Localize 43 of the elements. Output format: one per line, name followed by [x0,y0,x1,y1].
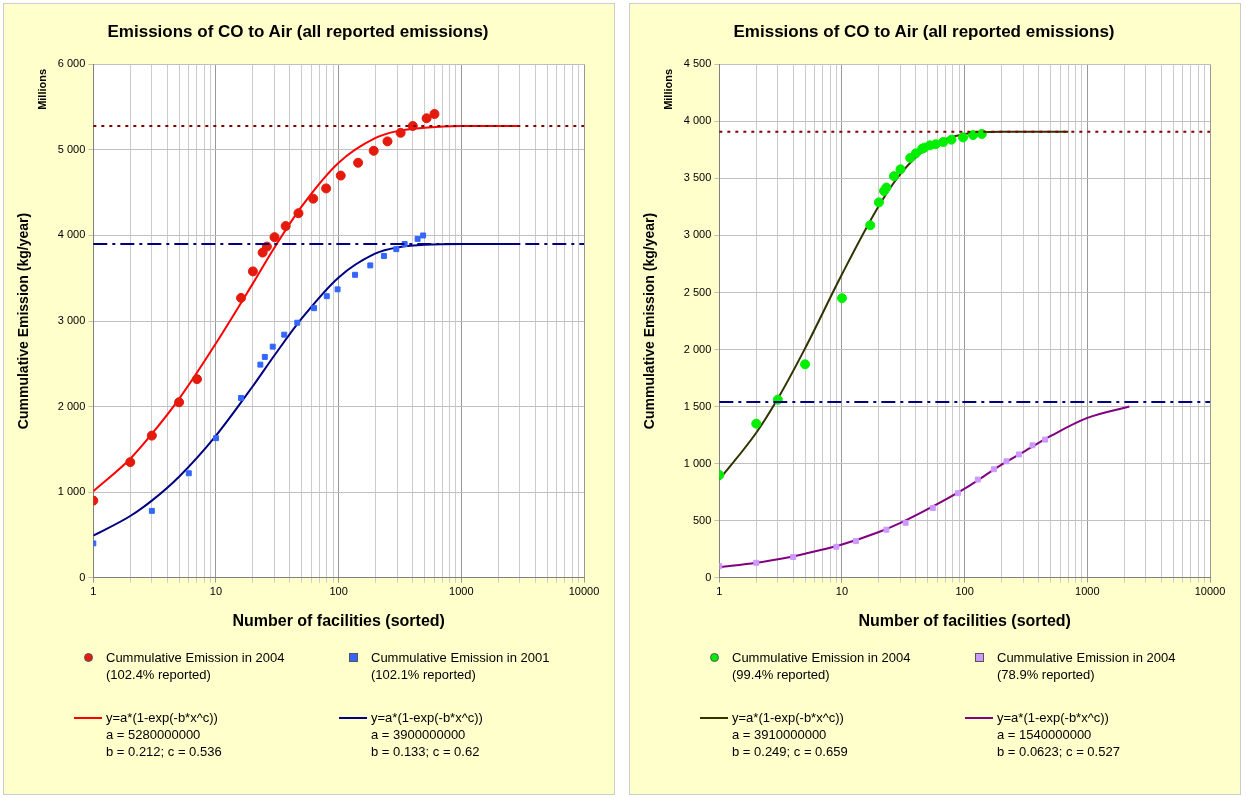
x-tick-label: 100 [329,585,348,598]
y-tick-label: 0 [705,570,712,583]
x-axis-title: Number of facilities (sorted) [858,611,1071,629]
y-tick-label: 4 000 [57,228,86,241]
y-tick-label: 5 000 [57,142,86,155]
y-axis-title: Cummulative Emission (kg/year) [15,212,32,430]
legend-label: Cummulative Emission in 2001 (102.1% reported) [371,649,550,683]
y-tick-label: 3 500 [683,171,712,184]
y-tick-label: 1 000 [683,456,712,469]
y-tick-label: 3 000 [57,314,86,327]
x-tick-label: 10 [835,585,849,598]
y-axis-title: Cummulative Emission (kg/year) [641,212,658,430]
y-tick-label: 1 000 [57,485,86,498]
x-tick-label: 10 [209,585,223,598]
chart-title: Emissions of CO to Air (all reported emissions) [107,21,489,41]
y-tick-label: 4 000 [683,114,712,127]
legend-label: y=a*(1-exp(-b*x^c)) a = 3910000000 b = 0.249; c = 0.659 [732,709,848,760]
x-tick-label: 100 [955,585,974,598]
text: Millions [36,68,49,110]
text: Millions [662,68,675,110]
x-tick-label: 10000 [568,585,600,598]
y-tick-label: 2 000 [683,342,712,355]
x-tick-label: 1000 [449,585,474,598]
y-tick-label: 3 000 [683,228,712,241]
legend-label: Cummulative Emission in 2004 (102.4% reported) [106,649,285,683]
y-tick-label: 2 500 [683,285,712,298]
chart-title: Emissions of CO to Air (all reported emissions) [733,21,1115,41]
x-tick-label: 1 [90,585,97,598]
legend-label: y=a*(1-exp(-b*x^c)) a = 3900000000 b = 0.133; c = 0.62 [371,709,483,760]
legend-label: Cummulative Emission in 2004 (78.9% reported) [997,649,1176,683]
y-tick-label: 1 500 [683,399,712,412]
legend-label: y=a*(1-exp(-b*x^c)) a = 1540000000 b = 0.0623; c = 0.527 [997,709,1120,760]
x-tick-label: 1 [716,585,723,598]
x-tick-label: 10000 [1194,585,1226,598]
y-tick-label: 2 000 [57,399,86,412]
y-tick-label: 6 000 [57,57,86,70]
legend-label: Cummulative Emission in 2004 (99.4% reported) [732,649,911,683]
legend-label: y=a*(1-exp(-b*x^c)) a = 5280000000 b = 0.212; c = 0.536 [106,709,222,760]
y-tick-label: 0 [79,570,86,583]
y-tick-label: 4 500 [683,57,712,70]
x-tick-label: 1000 [1075,585,1100,598]
y-tick-label: 500 [692,513,712,526]
x-axis-title: Number of facilities (sorted) [232,611,445,629]
